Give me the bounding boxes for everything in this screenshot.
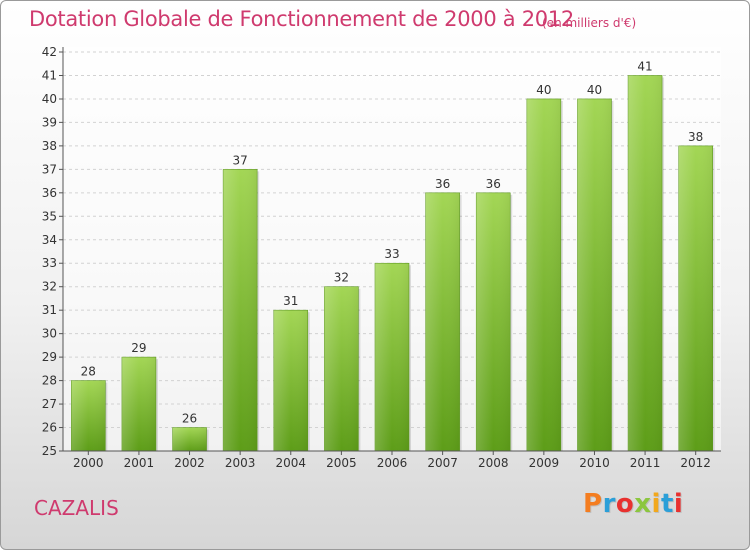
x-tick-label-2009: 2009 xyxy=(529,456,560,470)
y-tick-label: 38 xyxy=(42,139,57,153)
value-label-2004: 31 xyxy=(283,294,298,308)
x-tick-label-2007: 2007 xyxy=(427,456,458,470)
brand-letter: o xyxy=(615,489,635,519)
y-tick-label: 26 xyxy=(42,421,57,435)
value-label-2006: 33 xyxy=(384,247,399,261)
x-tick-label-2004: 2004 xyxy=(275,456,306,470)
brand-letter: i xyxy=(651,489,661,519)
x-tick-label-2006: 2006 xyxy=(377,456,408,470)
value-label-2001: 29 xyxy=(131,341,146,355)
bar-highlight xyxy=(526,98,561,452)
bar-highlight xyxy=(71,380,106,451)
proxiti-logo: Proxiti xyxy=(583,489,683,519)
y-tick-label: 42 xyxy=(42,45,57,59)
value-label-2003: 37 xyxy=(233,153,248,167)
brand-letter: P xyxy=(583,489,603,519)
x-tick-label-2003: 2003 xyxy=(225,456,256,470)
x-tick-label-2008: 2008 xyxy=(478,456,509,470)
chart-title: Dotation Globale de Fonctionnement de 20… xyxy=(29,7,574,31)
y-tick-label: 39 xyxy=(42,115,57,129)
y-tick-label: 27 xyxy=(42,397,57,411)
y-tick-label: 40 xyxy=(42,92,57,106)
y-tick-label: 30 xyxy=(42,327,57,341)
y-tick-label: 37 xyxy=(42,162,57,176)
y-tick-label: 33 xyxy=(42,256,57,270)
y-tick-label: 36 xyxy=(42,186,57,200)
brand-letter: i xyxy=(673,489,684,519)
x-tick-label-2001: 2001 xyxy=(124,456,155,470)
value-label-2005: 32 xyxy=(334,271,349,285)
bar-highlight xyxy=(121,357,156,451)
value-label-2007: 36 xyxy=(435,177,450,191)
bar-highlight xyxy=(223,169,258,451)
value-label-2000: 28 xyxy=(81,365,96,379)
bar-highlight xyxy=(324,286,359,451)
x-tick-label-2012: 2012 xyxy=(680,456,711,470)
x-tick-label-2002: 2002 xyxy=(174,456,205,470)
bar-highlight xyxy=(476,192,511,451)
x-tick-label-2000: 2000 xyxy=(73,456,104,470)
y-tick-label: 35 xyxy=(42,209,57,223)
y-tick-label: 25 xyxy=(42,444,57,458)
bar-highlight xyxy=(425,192,460,451)
x-tick-label-2005: 2005 xyxy=(326,456,357,470)
brand-letter: r xyxy=(602,489,616,519)
bar-highlight xyxy=(678,145,713,451)
value-label-2002: 26 xyxy=(182,412,197,426)
commune-name: CAZALIS xyxy=(34,496,119,520)
bar-highlight xyxy=(577,98,612,452)
x-tick-label-2010: 2010 xyxy=(579,456,610,470)
value-label-2011: 41 xyxy=(637,59,652,73)
brand-letter: x xyxy=(634,489,652,519)
y-tick-label: 28 xyxy=(42,374,57,388)
value-label-2008: 36 xyxy=(486,177,501,191)
value-label-2012: 38 xyxy=(688,130,703,144)
bar-highlight xyxy=(375,263,409,451)
y-tick-label: 34 xyxy=(42,233,57,247)
brand-letter: t xyxy=(660,489,674,519)
value-label-2010: 40 xyxy=(587,83,602,97)
x-tick-label-2011: 2011 xyxy=(630,456,661,470)
y-tick-label: 31 xyxy=(42,303,57,317)
bar-highlight xyxy=(628,75,663,452)
y-tick-label: 41 xyxy=(42,68,57,82)
bar-highlight xyxy=(172,427,207,451)
chart-units: (en milliers d'€) xyxy=(542,16,637,30)
y-tick-label: 32 xyxy=(42,280,57,294)
y-tick-label: 29 xyxy=(42,350,57,364)
bar-highlight xyxy=(273,310,308,451)
value-label-2009: 40 xyxy=(536,83,551,97)
